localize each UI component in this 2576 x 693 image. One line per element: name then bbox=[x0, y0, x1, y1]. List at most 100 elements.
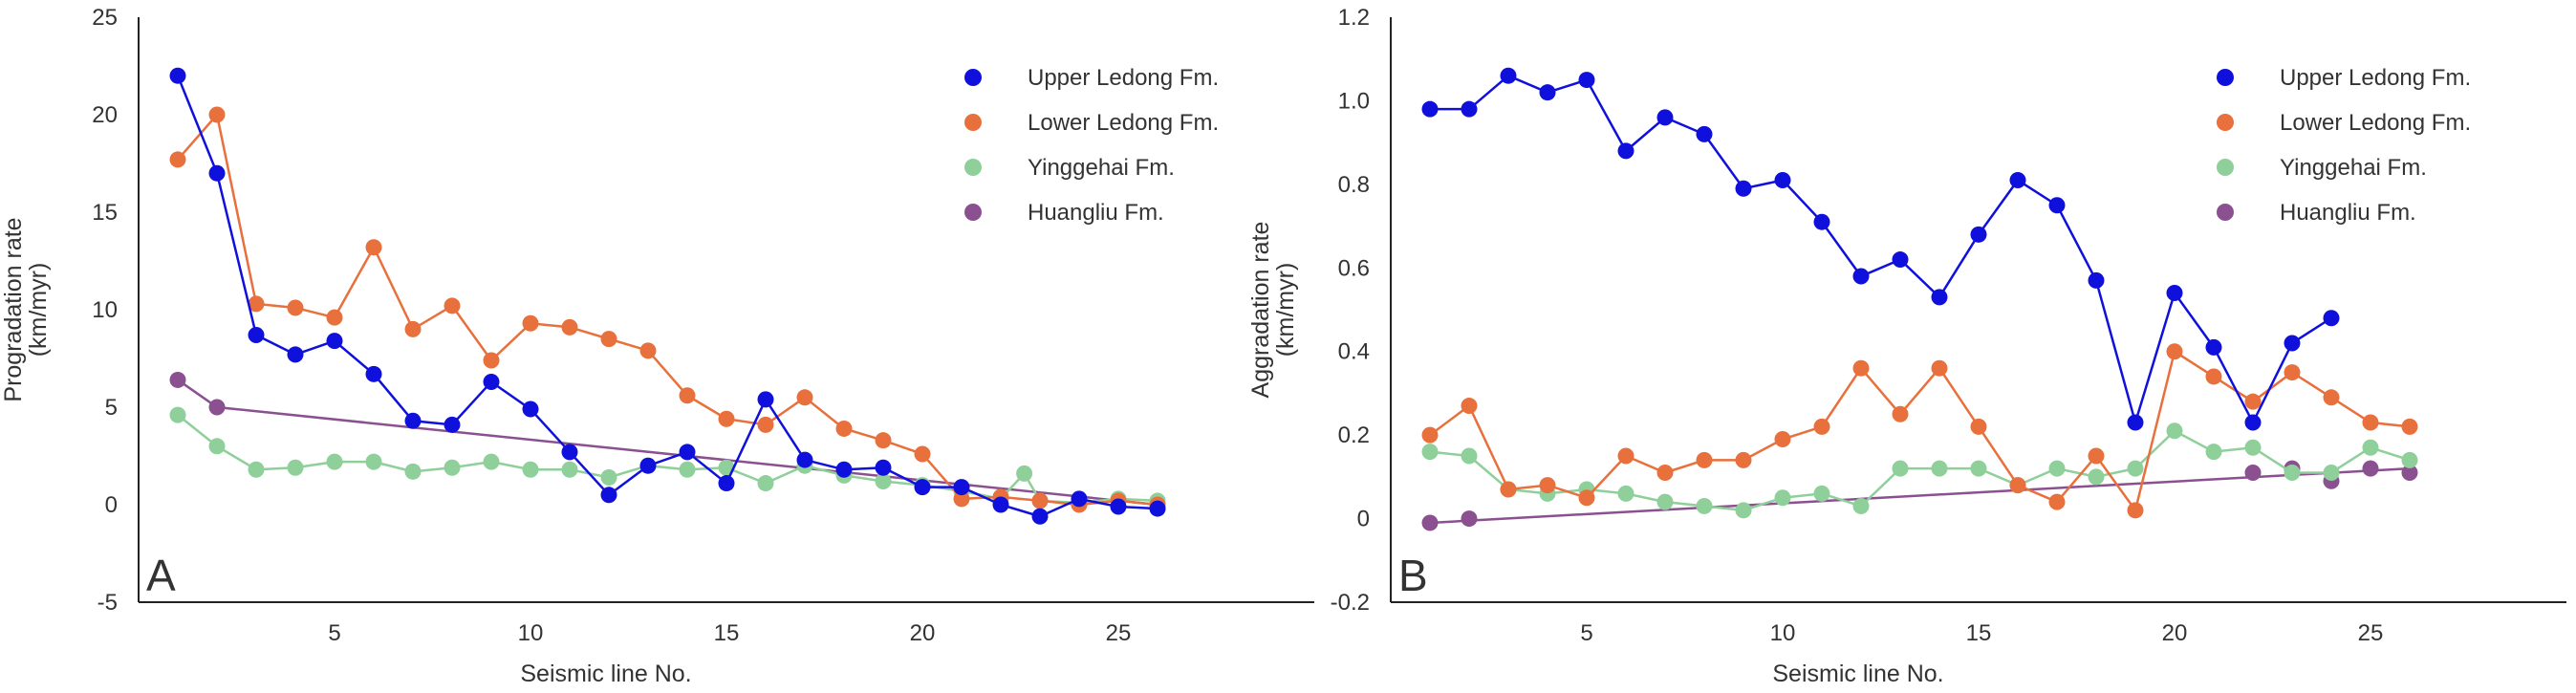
x-tick-label: 25 bbox=[1106, 620, 1132, 646]
y-axis-label: Progradation rate bbox=[0, 217, 27, 401]
data-point bbox=[2284, 364, 2301, 381]
data-point bbox=[679, 461, 696, 478]
data-point bbox=[2166, 422, 2183, 440]
series-yinggehai-fm bbox=[1421, 422, 2418, 519]
data-point bbox=[2323, 310, 2340, 327]
data-point bbox=[2401, 451, 2418, 468]
data-point bbox=[169, 67, 186, 84]
y-tick-label: 10 bbox=[92, 297, 118, 323]
data-point bbox=[2205, 338, 2222, 356]
data-point bbox=[2009, 171, 2026, 188]
x-tick-label: 15 bbox=[714, 620, 740, 646]
data-point bbox=[404, 412, 422, 429]
x-tick-label: 5 bbox=[328, 620, 340, 646]
data-point bbox=[522, 314, 539, 332]
data-point bbox=[757, 475, 774, 492]
y-axis-label: Aggradation rate bbox=[1247, 222, 1274, 399]
legend-label: Yinggehai Fm. bbox=[1028, 155, 1175, 181]
data-point bbox=[483, 373, 500, 390]
legend-marker bbox=[964, 69, 982, 86]
data-point bbox=[1852, 268, 1870, 285]
data-point bbox=[1461, 398, 1478, 415]
data-point bbox=[2205, 368, 2222, 385]
data-point bbox=[248, 461, 265, 478]
data-point bbox=[914, 479, 931, 496]
data-point bbox=[404, 320, 422, 337]
data-point bbox=[1852, 359, 1870, 377]
legend-marker bbox=[2217, 159, 2234, 176]
legend-marker bbox=[964, 159, 982, 176]
data-point bbox=[208, 106, 226, 123]
series-line bbox=[177, 112, 1158, 507]
data-point bbox=[1617, 447, 1634, 465]
data-point bbox=[875, 432, 892, 449]
data-point bbox=[1421, 444, 1439, 461]
data-point bbox=[1500, 67, 1517, 84]
data-point bbox=[1071, 490, 1088, 508]
data-point bbox=[2205, 444, 2222, 461]
data-point bbox=[2244, 464, 2262, 481]
series-trend-line bbox=[1429, 466, 2411, 525]
series-line bbox=[177, 379, 1158, 507]
legend-label: Upper Ledong Fm. bbox=[2280, 65, 2471, 91]
data-point bbox=[1617, 485, 1634, 502]
data-point bbox=[1892, 460, 1909, 477]
data-point bbox=[835, 420, 853, 437]
data-point bbox=[1735, 502, 1752, 519]
data-point bbox=[169, 371, 186, 388]
data-point bbox=[326, 309, 343, 326]
legend-label: Huangliu Fm. bbox=[2280, 200, 2416, 226]
data-point bbox=[914, 445, 931, 463]
data-point bbox=[561, 461, 578, 478]
y-tick-label: 20 bbox=[92, 102, 118, 128]
legend-label: Lower Ledong Fm. bbox=[1028, 110, 1219, 136]
data-point bbox=[600, 487, 617, 504]
data-point bbox=[1813, 485, 1830, 502]
data-point bbox=[2284, 464, 2301, 481]
data-point bbox=[561, 318, 578, 336]
data-point bbox=[718, 410, 735, 427]
legend-marker bbox=[2217, 69, 2234, 86]
y-axis-label-unit: (km/myr) bbox=[1272, 263, 1299, 357]
data-point bbox=[757, 391, 774, 408]
data-point bbox=[444, 297, 461, 314]
data-point bbox=[2127, 414, 2144, 431]
y-tick-label: 5 bbox=[105, 395, 118, 421]
legend-marker bbox=[2217, 114, 2234, 131]
data-point bbox=[1110, 498, 1127, 515]
data-point bbox=[365, 239, 382, 256]
series-upper-ledong-fm bbox=[169, 67, 1166, 525]
data-point bbox=[1421, 100, 1439, 118]
x-axis-label: Seismic line No. bbox=[1772, 661, 1943, 687]
data-point bbox=[875, 473, 892, 490]
data-point bbox=[1735, 180, 1752, 197]
data-point bbox=[2401, 418, 2418, 435]
data-point bbox=[287, 459, 304, 476]
data-point bbox=[1539, 84, 1556, 101]
y-tick-label: -5 bbox=[97, 590, 118, 616]
data-point bbox=[1813, 213, 1830, 230]
data-point bbox=[1031, 492, 1049, 509]
panel-label: B bbox=[1398, 551, 1428, 600]
data-point bbox=[1931, 359, 1948, 377]
data-point bbox=[522, 461, 539, 478]
series-line bbox=[1430, 74, 2332, 427]
data-point bbox=[326, 333, 343, 350]
data-point bbox=[757, 416, 774, 433]
x-tick-label: 10 bbox=[518, 620, 544, 646]
data-point bbox=[1656, 493, 1674, 510]
data-point bbox=[2244, 393, 2262, 410]
data-point bbox=[796, 389, 813, 406]
data-point bbox=[365, 365, 382, 382]
legend-label: Lower Ledong Fm. bbox=[2280, 110, 2471, 136]
data-point bbox=[953, 479, 970, 496]
data-point bbox=[1149, 500, 1166, 517]
data-point bbox=[639, 457, 657, 474]
data-point bbox=[1500, 481, 1517, 498]
data-point bbox=[1892, 251, 1909, 269]
data-point bbox=[1617, 142, 1634, 160]
data-point bbox=[169, 406, 186, 423]
series-upper-ledong-fm bbox=[1421, 67, 2340, 431]
data-point bbox=[483, 352, 500, 369]
panel-b: -0.2 0 0.2 0.4 0.6 0.8 1.0 1.2 5 10 15 20 25 Seismic … bbox=[1247, 5, 2566, 687]
